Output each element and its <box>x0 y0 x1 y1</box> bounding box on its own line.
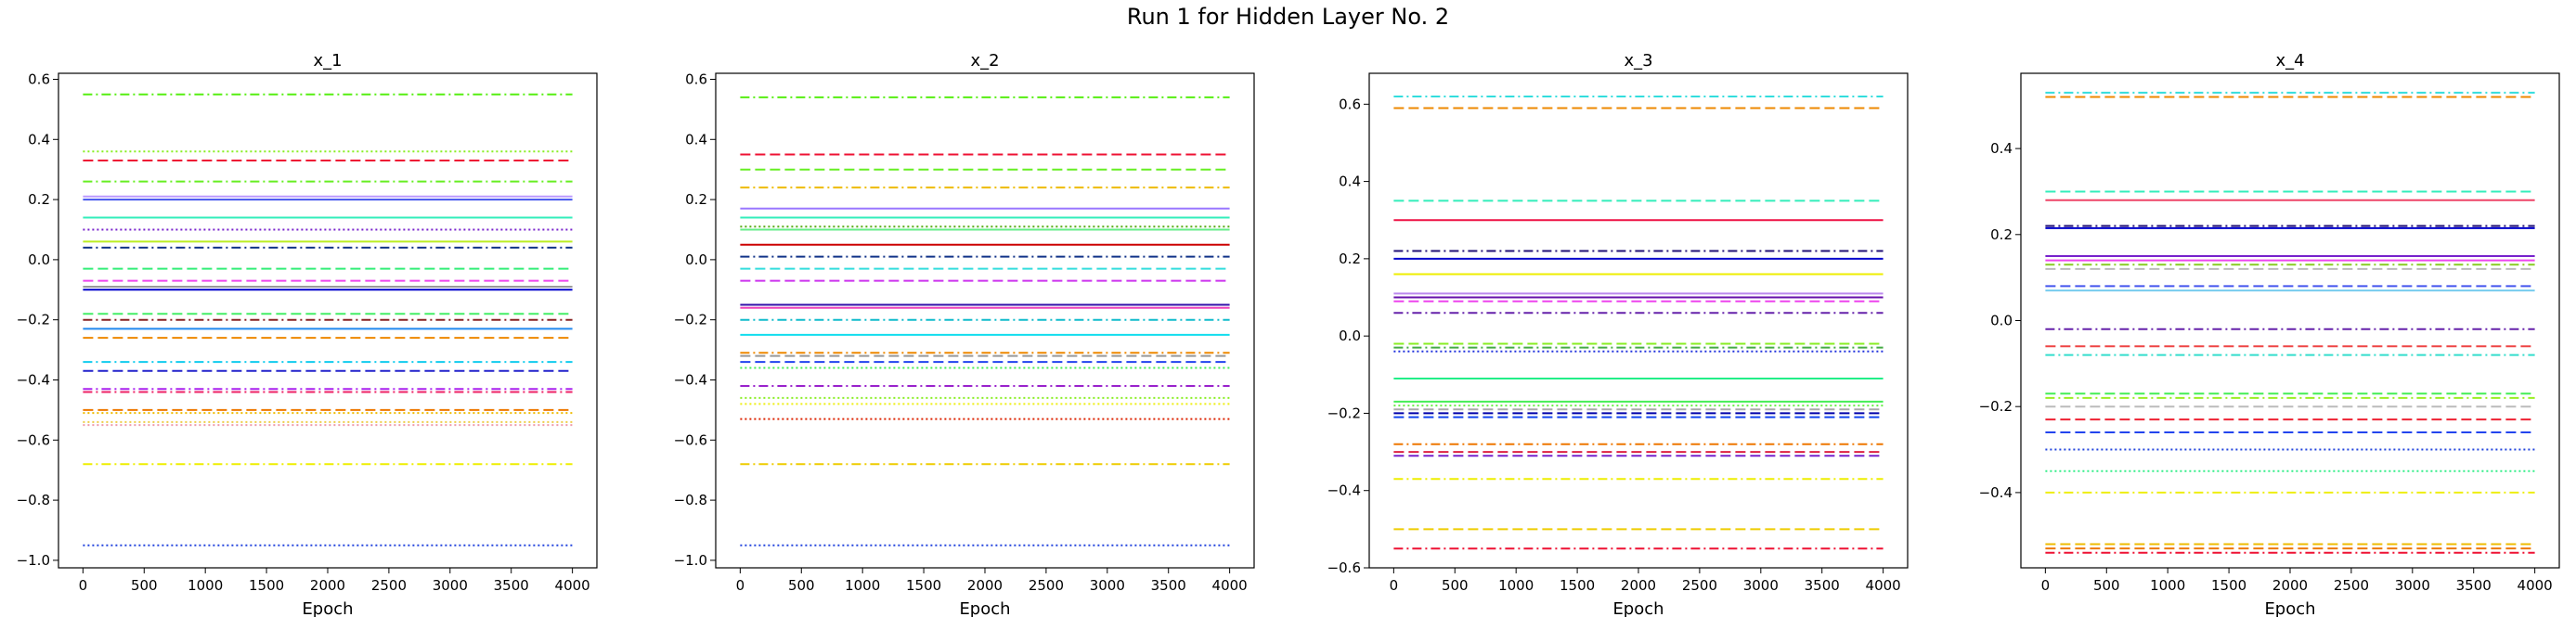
y-tick-label: 0.2 <box>1990 226 2013 243</box>
y-tick-label: −0.6 <box>674 431 707 448</box>
x-tick-label: 2000 <box>1621 577 1656 594</box>
x-tick-label: 1000 <box>1498 577 1534 594</box>
figure-title: Run 1 for Hidden Layer No. 2 <box>1126 4 1450 30</box>
y-tick-label: −0.6 <box>1327 559 1361 576</box>
subplot-title: x_3 <box>1624 51 1652 71</box>
x-tick-label: 3000 <box>1090 577 1125 594</box>
axes-frame <box>1368 72 1909 569</box>
x-axis-label: Epoch <box>959 599 1010 617</box>
x-axis-label: Epoch <box>302 599 353 617</box>
x-tick-label: 2500 <box>2334 577 2369 594</box>
y-tick-label: 0.4 <box>1339 174 1361 190</box>
x-tick-label: 1000 <box>845 577 880 594</box>
x-tick-label: 4000 <box>1866 577 1901 594</box>
x-tick-label: 3500 <box>1151 577 1186 594</box>
y-tick-label: 0.4 <box>1990 140 2013 157</box>
x-tick-label: 2000 <box>967 577 1003 594</box>
y-tick-label: −0.8 <box>17 492 50 508</box>
subplot-x3: 0 500 1000 1500 2000 2500 3000 3500 4000 −0.6 −0.4… <box>1327 51 1909 617</box>
x-tick-label: 0 <box>79 577 88 594</box>
x-tick-label: 3000 <box>2395 577 2430 594</box>
x-tick-label: 0 <box>2041 577 2051 594</box>
y-tick-label: −1.0 <box>674 552 707 569</box>
y-tick-label: 0.2 <box>1339 251 1361 267</box>
x-tick-label: 4000 <box>2518 577 2553 594</box>
x-tick-label: 500 <box>2093 577 2120 594</box>
x-axis-label: Epoch <box>1612 599 1663 617</box>
x-tick-label: 1500 <box>249 577 284 594</box>
y-tick-label: 0.2 <box>28 191 50 208</box>
y-tick-label: 0.4 <box>685 131 707 148</box>
y-tick-label: 0.0 <box>685 251 707 268</box>
x-axis-label: Epoch <box>2264 599 2315 617</box>
x-tick-label: 4000 <box>1212 577 1248 594</box>
x-tick-label: 3500 <box>494 577 529 594</box>
subplot-x2: 0 500 1000 1500 2000 2500 3000 3500 4000 −1.0 −0.8… <box>674 51 1255 617</box>
x-tick-label: 1000 <box>188 577 223 594</box>
x-tick-label: 1500 <box>1560 577 1595 594</box>
subplot-title: x_4 <box>2275 51 2304 71</box>
x-tick-label: 1500 <box>906 577 941 594</box>
subplot-x1: 0 500 1000 1500 2000 2500 3000 3500 4000 −1.0 −0.8… <box>17 51 598 617</box>
x-tick-label: 2000 <box>2272 577 2308 594</box>
x-tick-label: 2500 <box>1682 577 1717 594</box>
y-tick-label: −0.4 <box>674 371 707 388</box>
subplot-x4: 0 500 1000 1500 2000 2500 3000 3500 4000 −0.4 −0.2… <box>1979 51 2560 617</box>
x-tick-label: 0 <box>736 577 745 594</box>
y-tick-label: −0.4 <box>17 371 50 388</box>
y-tick-label: 0.4 <box>28 131 50 148</box>
y-tick-label: −1.0 <box>17 552 50 569</box>
x-tick-label: 500 <box>788 577 815 594</box>
y-tick-label: 0.2 <box>685 191 707 208</box>
x-tick-label: 500 <box>1442 577 1469 594</box>
x-tick-label: 1000 <box>2150 577 2185 594</box>
y-tick-label: −0.2 <box>674 312 707 328</box>
y-tick-label: −0.8 <box>674 492 707 508</box>
x-tick-label: 3500 <box>1805 577 1840 594</box>
y-tick-label: 0.0 <box>28 251 50 268</box>
x-tick-label: 0 <box>1390 577 1399 594</box>
y-tick-label: 0.6 <box>28 71 50 87</box>
y-tick-label: −0.4 <box>1327 482 1361 499</box>
x-tick-label: 1500 <box>2211 577 2246 594</box>
y-tick-label: 0.0 <box>1339 328 1361 344</box>
y-tick-label: 0.0 <box>1990 313 2013 329</box>
axes-frame <box>2020 72 2560 569</box>
y-tick-label: −0.6 <box>17 431 50 448</box>
y-tick-label: −0.2 <box>1979 398 2013 415</box>
x-tick-label: 2500 <box>371 577 407 594</box>
y-tick-label: −0.4 <box>1979 484 2013 501</box>
x-tick-label: 500 <box>131 577 158 594</box>
y-tick-label: 0.6 <box>1339 96 1361 112</box>
x-tick-label: 3000 <box>1743 577 1779 594</box>
y-tick-label: 0.6 <box>685 71 707 87</box>
x-tick-label: 2000 <box>310 577 345 594</box>
subplot-title: x_1 <box>313 51 342 71</box>
x-tick-label: 2500 <box>1029 577 1064 594</box>
x-tick-label: 4000 <box>555 577 590 594</box>
subplot-title: x_2 <box>970 51 999 71</box>
y-tick-label: −0.2 <box>17 312 50 328</box>
y-tick-label: −0.2 <box>1327 405 1361 421</box>
x-tick-label: 3000 <box>433 577 468 594</box>
x-tick-label: 3500 <box>2456 577 2492 594</box>
